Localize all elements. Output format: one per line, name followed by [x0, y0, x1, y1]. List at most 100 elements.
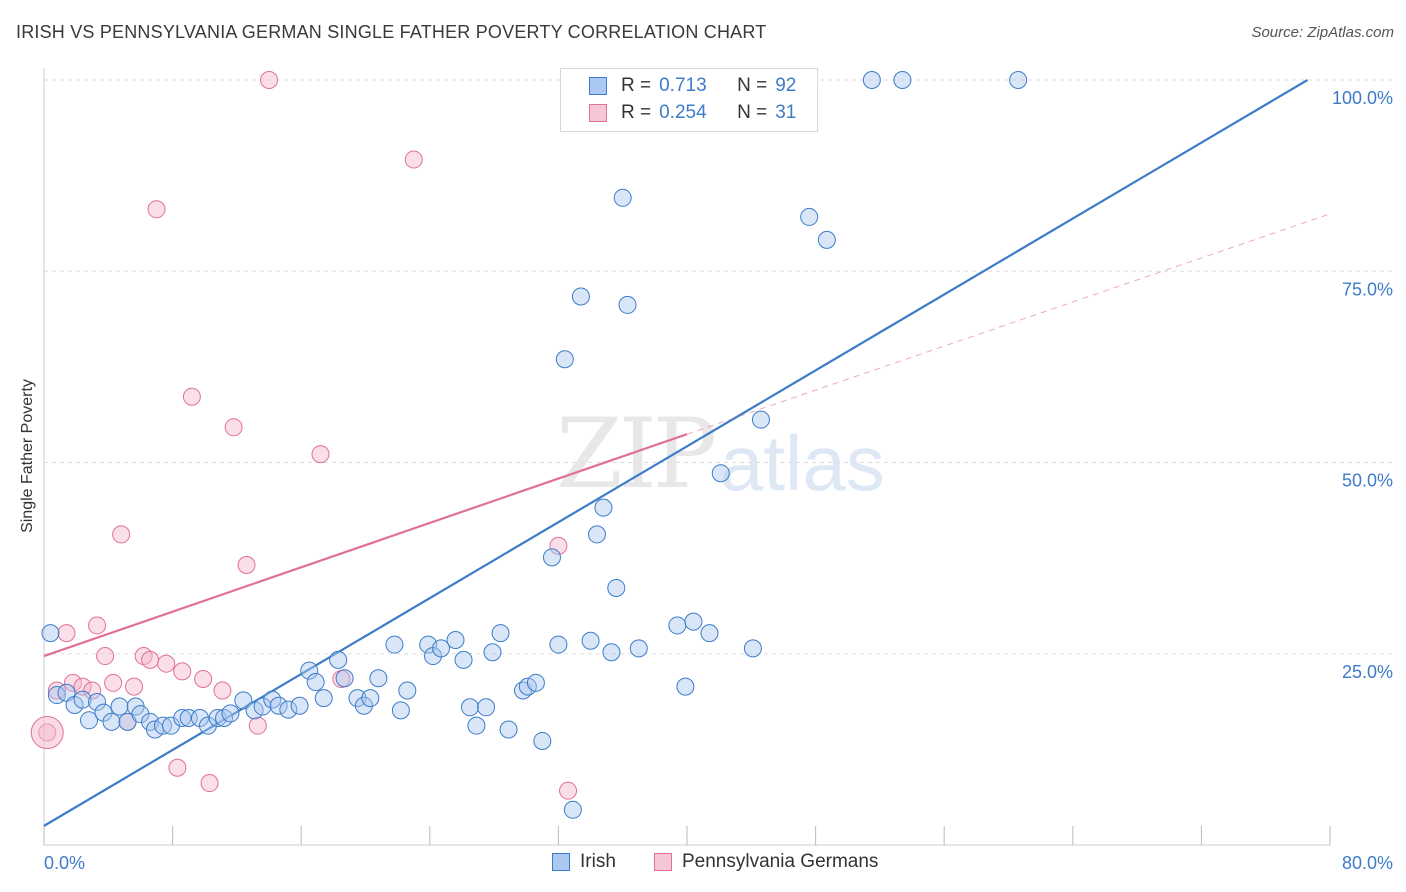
- pa-trend-line: [43, 433, 688, 658]
- pa-point: [147, 200, 166, 219]
- y-tick-label: 25.0%: [1342, 662, 1393, 682]
- pa-point: [57, 624, 76, 643]
- chart-title: IRISH VS PENNSYLVANIA GERMAN SINGLE FATH…: [16, 22, 767, 42]
- irish-point: [542, 548, 561, 567]
- irish-legend-swatch: [552, 853, 570, 871]
- irish-point: [173, 709, 192, 728]
- irish-point: [700, 624, 719, 643]
- pa-trend-extension: [686, 213, 1331, 435]
- irish-n-value: 92: [775, 75, 797, 96]
- tick-labels: 25.0% 50.0% 75.0% 100.0% 0.0% 80.0%: [44, 88, 1393, 873]
- irish-point: [676, 677, 695, 696]
- irish-point: [751, 410, 770, 429]
- irish-point: [234, 691, 253, 710]
- pa-point-large: [30, 716, 64, 750]
- irish-point: [571, 287, 590, 306]
- irish-point: [602, 643, 621, 662]
- pa-point: [88, 616, 107, 635]
- irish-point: [361, 689, 380, 708]
- pa-point: [63, 673, 82, 692]
- irish-point: [385, 635, 404, 654]
- source-label: Source: ZipAtlas.com: [1251, 24, 1394, 41]
- irish-point: [533, 731, 552, 750]
- irish-point: [329, 650, 348, 669]
- irish-point: [446, 630, 465, 649]
- irish-point: [668, 616, 687, 635]
- irish-point: [817, 230, 836, 249]
- watermark-atlas: atlas: [720, 419, 885, 507]
- irish-point: [629, 639, 648, 658]
- irish-point: [587, 525, 606, 544]
- irish-point: [348, 689, 367, 708]
- pa-point: [182, 387, 201, 406]
- irish-point: [549, 635, 568, 654]
- irish-point: [613, 188, 632, 207]
- pa-n-value: 31: [775, 102, 797, 123]
- pa-point: [157, 654, 176, 673]
- pa-point: [224, 418, 243, 437]
- axes: [43, 68, 1331, 846]
- irish-point: [800, 207, 819, 226]
- data-points: [30, 71, 1028, 819]
- irish-point: [1009, 71, 1028, 89]
- irish-point: [398, 681, 417, 700]
- pa-point: [194, 669, 213, 688]
- irish-point: [306, 673, 325, 692]
- irish-point: [467, 716, 486, 735]
- irish-legend-label: Irish: [580, 851, 616, 872]
- irish-point: [563, 800, 582, 819]
- irish-point: [499, 720, 518, 739]
- y-tick-label: 75.0%: [1342, 279, 1393, 299]
- stats-legend: R = 0.713 N = 92 R = 0.254 N = 31: [560, 68, 818, 132]
- pa-point: [141, 650, 160, 669]
- irish-point: [110, 697, 129, 716]
- irish-point: [131, 705, 150, 724]
- pa-legend-label: Pennsylvania Germans: [682, 851, 879, 872]
- irish-point: [253, 697, 272, 716]
- irish-point: [290, 696, 309, 715]
- pa-point: [237, 556, 256, 575]
- irish-point: [581, 631, 600, 650]
- irish-point: [594, 498, 613, 517]
- x-tick-label-min: 0.0%: [44, 853, 85, 873]
- x-tick-label-max: 80.0%: [1342, 853, 1393, 873]
- irish-point: [369, 669, 388, 688]
- irish-point: [335, 669, 354, 688]
- irish-point: [862, 71, 881, 89]
- irish-point: [102, 712, 121, 731]
- irish-n-label: N =: [737, 75, 768, 96]
- irish-point: [743, 639, 762, 658]
- irish-point: [215, 709, 234, 728]
- irish-point: [454, 650, 473, 669]
- irish-r-label: R =: [621, 75, 652, 96]
- irish-point: [477, 698, 496, 717]
- pa-point: [549, 536, 568, 555]
- bottom-legend-irish[interactable]: Irish: [552, 851, 616, 873]
- irish-point: [893, 71, 912, 89]
- irish-point: [198, 716, 217, 735]
- bottom-legend-pa[interactable]: Pennsylvania Germans: [654, 851, 878, 873]
- pa-point: [73, 677, 92, 696]
- pa-point: [83, 681, 102, 700]
- irish-point: [391, 701, 410, 720]
- irish-point: [354, 696, 373, 715]
- y-tick-label: 100.0%: [1332, 88, 1393, 108]
- irish-point: [80, 711, 99, 730]
- irish-point: [88, 692, 107, 711]
- pa-point: [404, 150, 423, 169]
- irish-point: [432, 639, 451, 658]
- y-tick-label: 50.0%: [1342, 471, 1393, 491]
- watermark-zip: ZIP: [556, 398, 717, 510]
- irish-point: [460, 698, 479, 717]
- pa-point: [104, 673, 123, 692]
- irish-point: [711, 464, 730, 483]
- pa-r-label: R =: [621, 102, 652, 123]
- pa-n-label: N =: [737, 102, 768, 123]
- pa-point: [173, 662, 192, 681]
- legend-row-irish: R = 0.713 N = 92: [589, 73, 796, 99]
- irish-point: [73, 690, 92, 709]
- irish-point: [279, 700, 298, 719]
- pa-point: [168, 758, 187, 777]
- pa-point: [200, 774, 219, 793]
- pa-r-value: 0.254: [659, 102, 707, 123]
